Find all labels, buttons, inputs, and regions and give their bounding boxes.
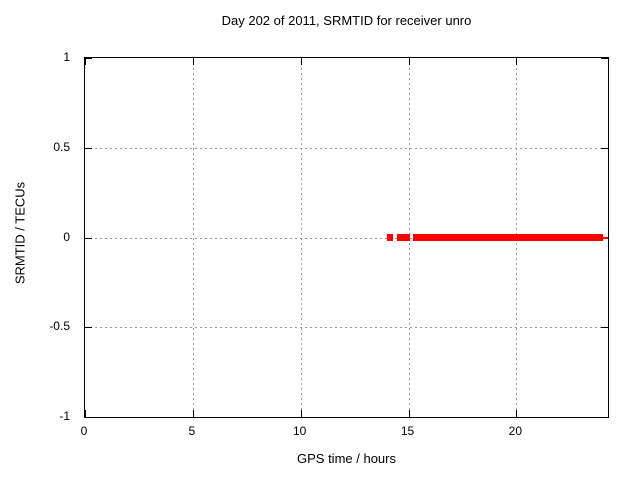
data-segment <box>412 234 603 241</box>
tick-mark-y-left <box>85 237 92 239</box>
tick-mark-y-right <box>601 147 608 149</box>
gridline-horizontal <box>85 147 608 149</box>
data-segment <box>386 234 394 241</box>
tick-mark-x-top <box>408 58 410 65</box>
tick-mark-x-bottom <box>516 410 518 417</box>
tick-mark-x-top <box>192 58 194 65</box>
x-tick-label: 10 <box>292 424 307 438</box>
tick-mark-y-left <box>85 58 92 59</box>
gridline-vertical <box>300 58 302 417</box>
x-tick-label: 15 <box>400 424 415 438</box>
gridline-vertical <box>192 58 194 417</box>
y-tick-label: -0.5 <box>49 319 70 334</box>
y-tick-label: 1 <box>63 50 70 64</box>
tick-mark-y-right <box>601 58 608 59</box>
tick-mark-x-bottom <box>192 410 194 417</box>
tick-mark-y-right <box>601 417 608 418</box>
y-tick-label: 0 <box>63 229 70 244</box>
chart-title: Day 202 of 2011, SRMTID for receiver unr… <box>221 13 472 28</box>
tick-mark-y-left <box>85 147 92 149</box>
tick-mark-y-left <box>85 327 92 329</box>
tick-mark-x-bottom <box>85 410 86 417</box>
x-tick-label: 0 <box>80 424 88 438</box>
tick-mark-x-bottom <box>300 410 302 417</box>
tick-mark-x-top <box>85 58 86 65</box>
y-tick-label: -1 <box>59 409 70 423</box>
data-segment <box>396 234 410 241</box>
x-axis-label: GPS time / hours <box>297 451 396 466</box>
tick-mark-x-top <box>300 58 302 65</box>
tick-mark-x-bottom <box>408 410 410 417</box>
y-tick-label: 0.5 <box>53 139 70 154</box>
tick-mark-x-top <box>516 58 518 65</box>
data-segment <box>602 236 608 239</box>
gridline-horizontal <box>85 327 608 329</box>
tick-mark-y-left <box>85 417 92 418</box>
gridline-horizontal <box>85 237 608 239</box>
tick-mark-y-right <box>601 327 608 329</box>
plot-area <box>84 57 609 418</box>
x-tick-label: 5 <box>188 424 196 438</box>
x-tick-label: 20 <box>508 424 522 438</box>
